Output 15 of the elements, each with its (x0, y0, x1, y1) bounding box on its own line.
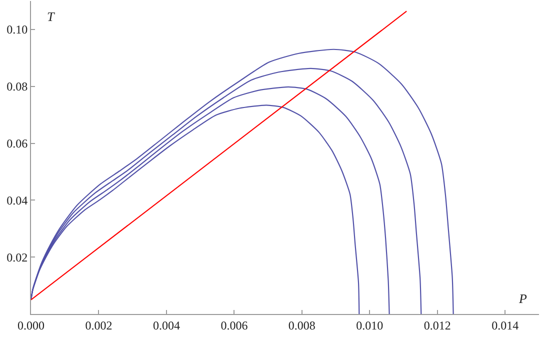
x-tick-label: 0.008 (288, 318, 316, 332)
x-tick-label: 0.004 (152, 318, 180, 332)
x-tick-label: 0.000 (18, 318, 44, 332)
y-tick-label: 0.08 (6, 80, 28, 94)
x-tick-label: 0.012 (424, 318, 451, 332)
y-axis-title: T (47, 9, 55, 24)
x-tick-label: 0.014 (492, 318, 519, 332)
x-axis-title: P (518, 291, 527, 306)
x-tick-label: 0.006 (220, 318, 248, 332)
y-tick-label: 0.06 (6, 136, 28, 150)
y-tick-label: 0.10 (6, 22, 28, 37)
y-tick-label: 0.02 (6, 250, 28, 264)
x-tick-label: 0.002 (85, 318, 112, 332)
y-tick-label: 0.04 (6, 193, 28, 208)
x-tick-label: 0.010 (356, 318, 384, 332)
